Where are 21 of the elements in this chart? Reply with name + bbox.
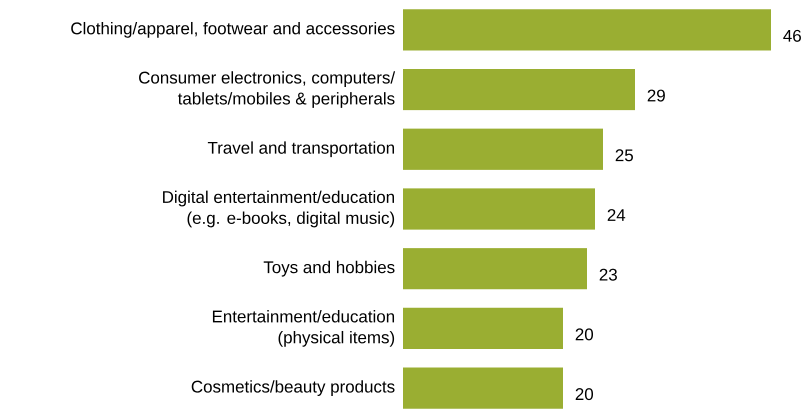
y-tick-label: Toys and hobbies bbox=[264, 260, 395, 277]
y-tick-label: Cosmetics/beauty products bbox=[192, 380, 395, 396]
data-label: 25 bbox=[616, 149, 633, 162]
data-label: 24 bbox=[608, 209, 626, 221]
bar bbox=[403, 308, 563, 349]
bar bbox=[403, 68, 635, 110]
y-tick-label: Entertainment/education (physical items) bbox=[212, 310, 394, 347]
data-label: 20 bbox=[576, 328, 594, 340]
data-label: 29 bbox=[648, 90, 665, 102]
y-tick-label: Consumer electronics, computers/ tablets/mobiles & peripherals bbox=[139, 71, 396, 108]
y-tick-label: Clothing/apparel, footwear and accessories bbox=[71, 22, 394, 38]
bar bbox=[403, 188, 595, 230]
data-label: 46 bbox=[783, 30, 801, 42]
bar bbox=[403, 9, 771, 50]
bar bbox=[403, 128, 603, 170]
data-label: 23 bbox=[600, 268, 617, 281]
y-tick-label: Travel and transportation bbox=[208, 141, 394, 158]
bar bbox=[403, 248, 587, 290]
y-tick-label: Digital entertainment/education (e.g. e-books, digital music) bbox=[163, 190, 394, 228]
data-label: 20 bbox=[576, 388, 594, 400]
bar bbox=[403, 368, 563, 409]
